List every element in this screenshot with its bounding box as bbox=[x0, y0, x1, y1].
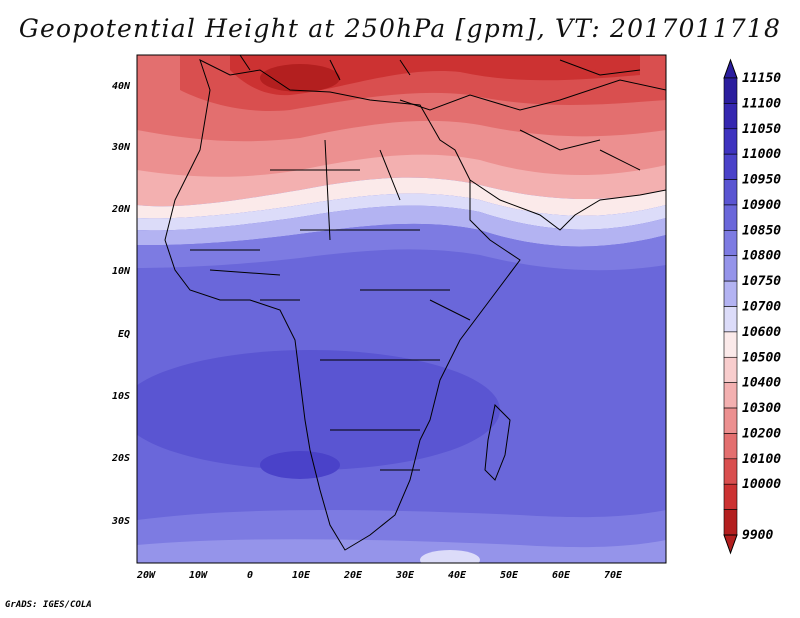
height-field bbox=[137, 55, 666, 563]
colorbar-label: 11000 bbox=[742, 147, 781, 162]
lon-tick-label: 40E bbox=[448, 570, 467, 581]
colorbar-label: 10850 bbox=[742, 223, 781, 238]
lat-tick-label: 40N bbox=[112, 81, 131, 92]
colorbar-bottom-arrow bbox=[723, 534, 738, 555]
colorbar-label: 11100 bbox=[742, 96, 781, 111]
colorbar-label: 10000 bbox=[742, 477, 781, 492]
lat-tick-label: 20N bbox=[111, 204, 131, 215]
colorbar-label: 10750 bbox=[742, 274, 781, 289]
colorbar-label: 10500 bbox=[742, 350, 781, 365]
colorbar-swatch bbox=[723, 280, 738, 307]
lon-tick-label: 70E bbox=[604, 570, 623, 581]
lon-tick-label: 30E bbox=[395, 570, 415, 581]
colorbar-label: 10700 bbox=[742, 300, 781, 315]
colorbar-swatch bbox=[723, 255, 738, 282]
lat-tick-label: 30N bbox=[111, 142, 131, 153]
colorbar-swatch bbox=[723, 179, 738, 206]
lon-tick-label: 50E bbox=[500, 570, 519, 581]
coastlines bbox=[164, 55, 666, 551]
colorbar: 11150 11100 11050 11000 10950 10900 10850 10800… bbox=[723, 58, 781, 555]
colorbar-label: 10400 bbox=[742, 376, 781, 391]
colorbar-label: 10800 bbox=[742, 249, 781, 264]
credit-label: GrADS: IGES/COLA bbox=[5, 600, 92, 610]
colorbar-swatch bbox=[723, 230, 738, 257]
lat-tick-label: 20S bbox=[111, 453, 130, 464]
lon-tick-label: 60E bbox=[552, 570, 571, 581]
colorbar-swatch bbox=[723, 382, 738, 409]
colorbar-swatch bbox=[723, 458, 738, 485]
lat-tick-label: 30S bbox=[111, 516, 130, 527]
lat-axis: 40N 30N 20N 10N EQ 10S 20S 30S bbox=[111, 81, 131, 527]
colorbar-swatch bbox=[723, 128, 738, 155]
colorbar-swatch bbox=[723, 103, 738, 130]
colorbar-label: 10100 bbox=[742, 452, 781, 467]
lat-tick-label: EQ bbox=[118, 329, 130, 340]
colorbar-swatch bbox=[723, 306, 738, 333]
lon-tick-label: 20W bbox=[136, 570, 156, 581]
colorbar-swatch bbox=[723, 77, 738, 104]
lat-tick-label: 10S bbox=[112, 391, 130, 402]
colorbar-swatch bbox=[723, 204, 738, 231]
colorbar-label: 9900 bbox=[742, 528, 773, 543]
colorbar-swatch bbox=[723, 407, 738, 434]
colorbar-label: 10950 bbox=[742, 173, 781, 188]
lon-tick-label: 10E bbox=[292, 570, 311, 581]
colorbar-swatch bbox=[723, 331, 738, 358]
lon-axis: 20W 10W 0 10E 20E 30E 40E 50E 60E 70E bbox=[136, 570, 623, 581]
colorbar-top-arrow bbox=[723, 58, 738, 79]
colorbar-label: 11050 bbox=[742, 122, 781, 137]
colorbar-label: 11150 bbox=[742, 71, 781, 86]
colorbar-swatch bbox=[723, 356, 738, 383]
colorbar-label: 10200 bbox=[742, 426, 781, 441]
lon-tick-label: 0 bbox=[247, 570, 253, 581]
lon-tick-label: 20E bbox=[343, 570, 363, 581]
colorbar-swatch bbox=[723, 433, 738, 460]
colorbar-swatch bbox=[723, 509, 738, 536]
map-frame bbox=[136, 54, 667, 564]
colorbar-label: 10600 bbox=[742, 325, 781, 340]
lat-tick-label: 10N bbox=[112, 266, 131, 277]
map-title: Geopotential Height at 250hPa [gpm], VT:… bbox=[18, 14, 782, 43]
lon-tick-label: 10W bbox=[189, 570, 208, 581]
colorbar-label: 10900 bbox=[742, 198, 781, 213]
colorbar-swatch bbox=[723, 483, 738, 510]
colorbar-swatch bbox=[723, 153, 738, 180]
colorbar-label: 10300 bbox=[742, 401, 781, 416]
